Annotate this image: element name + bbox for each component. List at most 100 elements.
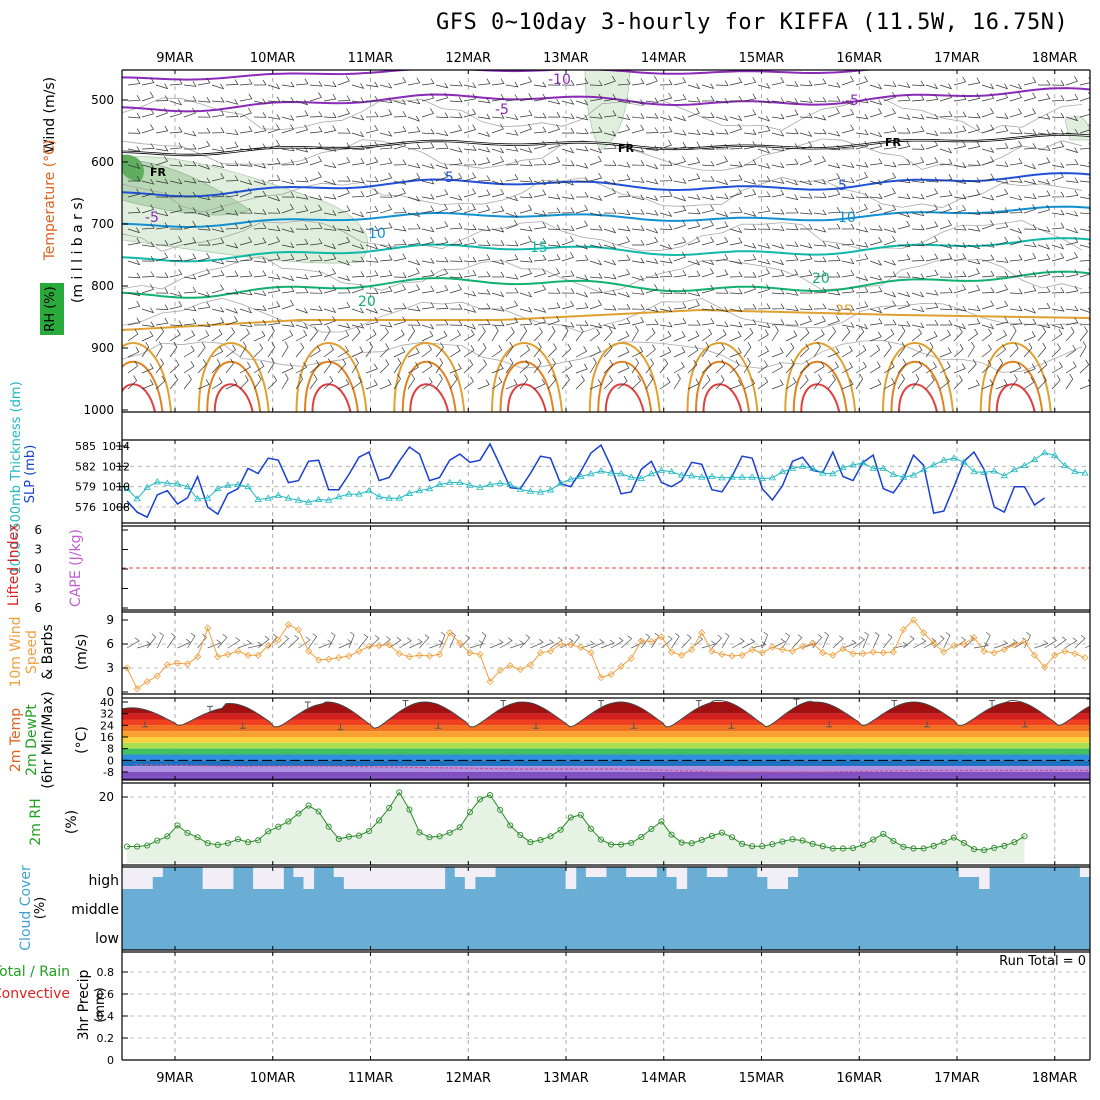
wind-barb (351, 114, 365, 121)
wind-barb (645, 236, 659, 246)
wind-barb (953, 363, 966, 374)
wind-barb (883, 378, 895, 390)
wind-barb (547, 358, 556, 374)
wind-barb (421, 377, 433, 390)
cloud-high-gap (253, 867, 264, 889)
wind-barb (589, 147, 603, 154)
wind-barb (295, 146, 309, 153)
thickness-marker (234, 480, 242, 488)
wind-barb (967, 160, 981, 166)
rh2m-marker (618, 841, 625, 848)
wind-barb (421, 330, 434, 342)
wind-barb (197, 77, 211, 86)
wind-barb (659, 306, 673, 313)
wind-speed-marker (758, 649, 766, 657)
lifted-index-label: Lifted Index (6, 524, 22, 606)
wind-barb (141, 188, 155, 198)
wind-barb (547, 374, 557, 390)
wind-barb (785, 290, 799, 296)
wind-barb (1037, 157, 1051, 166)
wind-barb (533, 81, 547, 88)
wind-barb (841, 143, 855, 150)
wind-barb (883, 142, 897, 150)
wind-barb (757, 115, 771, 122)
wind-barb (1009, 288, 1023, 294)
wind-barb (323, 225, 337, 231)
wind-barb (211, 173, 225, 182)
wind-barb (903, 635, 915, 649)
wind-barb (981, 242, 995, 248)
cloud-high-gap (787, 867, 799, 877)
wind-barb (1023, 271, 1037, 278)
thickness-marker (345, 490, 353, 497)
wind-barb (631, 160, 645, 166)
wind-barb (925, 113, 939, 120)
wind-barb (365, 156, 379, 166)
wind-barb (211, 359, 221, 374)
temperature-contour (784, 342, 857, 412)
wind-barb (449, 374, 458, 390)
wind-barb (799, 193, 813, 199)
precip-total-label: Total / Rain (0, 964, 70, 980)
temp-band (122, 719, 1090, 726)
wind-barb (771, 361, 783, 374)
wind-barb (323, 210, 337, 216)
wind-barb (309, 126, 323, 134)
wind-barb (491, 320, 505, 327)
wind-barb (701, 83, 715, 89)
wind-barb (267, 236, 281, 246)
wind-barb (641, 633, 651, 649)
cloud-high-gap (132, 867, 143, 889)
wind-barb (1065, 177, 1079, 183)
cloud-high-gap (434, 867, 446, 889)
wind-speed-marker (335, 654, 343, 662)
wind-barb (197, 359, 207, 374)
wind-barb (995, 257, 1009, 263)
wind-speed-marker (597, 674, 605, 682)
rh2m-marker (658, 818, 665, 825)
wind-barb (463, 172, 477, 182)
temperature-contour (604, 383, 645, 412)
thickness-marker (446, 478, 454, 485)
temperature-contour (988, 360, 1044, 412)
rh2m-marker (234, 836, 242, 843)
wind-barb (489, 639, 504, 649)
wind-barb (449, 345, 461, 358)
wind-barb (673, 302, 687, 310)
wind-barb (421, 236, 435, 246)
wind-barb (211, 127, 225, 134)
rh2m-marker (275, 823, 282, 830)
wind-barb (253, 125, 267, 134)
wind-barb (832, 635, 844, 649)
temperature-contour (800, 383, 841, 412)
min-marker (533, 722, 539, 729)
wind-barb (1065, 76, 1078, 86)
wind-barb (701, 360, 712, 374)
cloud-high-gap (122, 867, 133, 889)
thickness-marker (970, 467, 978, 475)
wind-barb (729, 288, 743, 294)
rh2m-marker (809, 840, 816, 847)
wind-barb (449, 146, 463, 153)
wind-barb (792, 634, 803, 649)
wind-barb (911, 94, 925, 102)
wind-barb (211, 284, 225, 294)
wind-barb (883, 161, 897, 168)
rh2m-marker (194, 834, 201, 841)
wind-barb (449, 303, 463, 310)
wind-barb (393, 284, 407, 294)
wind-barb (743, 342, 752, 358)
wind-barb (799, 97, 813, 103)
wind-speed-marker (294, 626, 303, 634)
wind-barb (617, 330, 630, 342)
wind-barb (673, 205, 687, 214)
wind-barb (281, 275, 295, 282)
wind-barb (435, 112, 449, 118)
wind-barb (1079, 287, 1090, 294)
rh2m-marker (517, 831, 524, 839)
cloud-high-gap (384, 867, 395, 889)
wind-barb (869, 131, 883, 138)
thickness-marker (486, 480, 494, 488)
cloud-high-gap (777, 867, 788, 889)
wind-barb (673, 251, 686, 262)
